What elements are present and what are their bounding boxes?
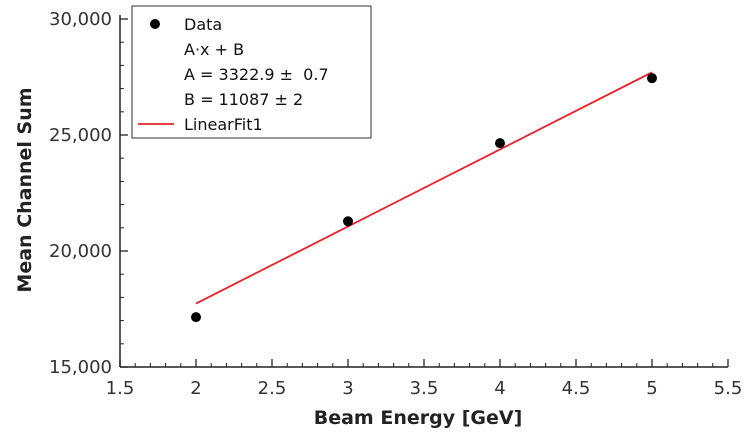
y-ticks: 15,000 20,000 25,000 30,000: [49, 9, 128, 378]
data-point: [343, 216, 353, 227]
legend-param-a: A = 3322.9 ± 0.7: [184, 65, 329, 84]
legend: Data A·x + B A = 3322.9 ± 0.7 B = 11087 …: [131, 5, 372, 139]
y-tick-label: 30,000: [49, 9, 112, 30]
x-tick-label: 5.5: [714, 378, 743, 399]
legend-fit-label: LinearFit1: [184, 115, 263, 134]
y-tick-label: 20,000: [49, 241, 112, 262]
x-tick-label: 5: [646, 378, 657, 399]
series-layer: [191, 71, 657, 323]
axes: 1.5 2 2.5 3 3.5 4 4.5 5 5.5 15,000 20,000 25,000 30…: [49, 9, 742, 399]
data-point: [191, 312, 201, 323]
x-tick-label: 3.5: [410, 378, 439, 399]
legend-param-b: B = 11087 ± 2: [184, 90, 303, 109]
legend-data-marker: [150, 19, 160, 29]
x-minor-ticks: [134, 363, 714, 367]
legend-box: [131, 5, 372, 139]
y-tick-label: 15,000: [49, 357, 112, 378]
x-tick-label: 4: [494, 378, 505, 399]
x-axis-title: Beam Energy [GeV]: [314, 407, 523, 429]
fit-line: [195, 71, 653, 305]
y-tick-label: 25,000: [49, 125, 112, 146]
x-tick-label: 1.5: [106, 378, 135, 399]
legend-formula: A·x + B: [184, 40, 244, 59]
x-tick-label: 2: [190, 378, 201, 399]
x-tick-label: 4.5: [562, 378, 591, 399]
data-point: [647, 73, 657, 84]
x-tick-label: 3: [342, 378, 353, 399]
data-point: [495, 138, 505, 149]
x-ticks: 1.5 2 2.5 3 3.5 4 4.5 5 5.5: [106, 359, 743, 399]
y-minor-ticks: [120, 41, 124, 345]
x-tick-label: 2.5: [258, 378, 287, 399]
y-axis-title: Mean Channel Sum: [14, 87, 36, 292]
legend-data-label: Data: [184, 15, 222, 34]
